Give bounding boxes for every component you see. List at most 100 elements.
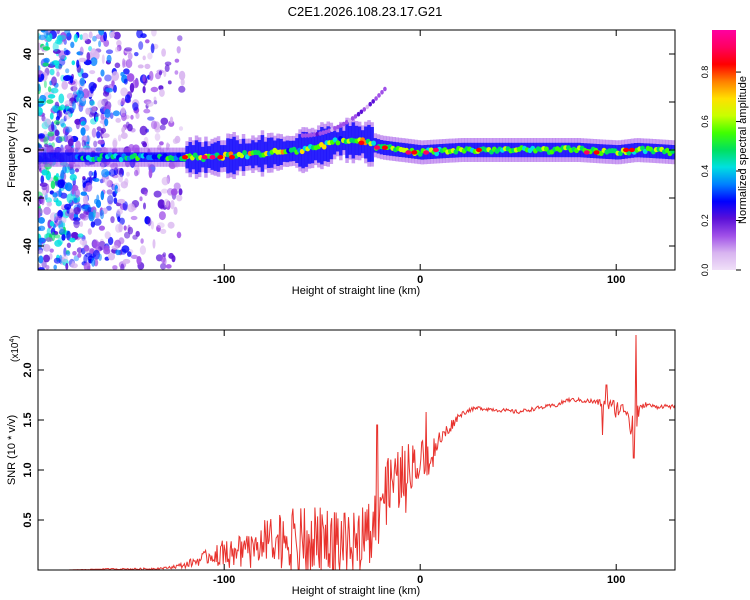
heatmap-branch-blob <box>303 133 308 138</box>
heatmap-noise-blob <box>118 223 123 233</box>
heatmap-branch-blob <box>350 116 355 121</box>
heatmap-branch-blob <box>309 132 314 138</box>
heatmap-noise-blob <box>64 110 72 120</box>
heatmap-noise-blob <box>92 112 100 118</box>
heatmap-noise-blob <box>116 167 124 176</box>
heatmap-branch-blob <box>362 107 367 112</box>
heatmap-noise-blob <box>143 108 151 114</box>
heatmap-noise-blob <box>72 251 77 256</box>
heatmap-noise-blob <box>65 262 69 270</box>
heatmap-noise-blob <box>150 120 158 130</box>
heatmap-branch-blob <box>327 128 331 134</box>
heatmap-branch-blob <box>306 133 311 138</box>
snr-y-tick-label: 1.0 <box>22 462 34 477</box>
heatmap-noise-blob <box>81 120 86 126</box>
colorbar-ticks: 0.0 0.2 0.4 0.6 0.8 <box>700 66 741 276</box>
heatmap-noise-blob <box>103 39 110 47</box>
heatmap-noise-blob <box>44 143 49 148</box>
heatmap-noise-blob <box>161 188 168 194</box>
heatmap-noise-blob <box>89 70 96 75</box>
colorbar-tick-label: 0.6 <box>700 115 710 128</box>
heatmap-noise-blob <box>40 197 45 204</box>
heatmap-noise-blob <box>50 87 59 94</box>
heatmap-noise-blob <box>39 182 48 187</box>
heatmap-branch-blob <box>336 124 340 130</box>
heatmap-noise-blob <box>63 75 71 82</box>
heatmap-noise-blob <box>64 100 72 107</box>
heatmap-noise-blob <box>153 190 162 198</box>
snr-series-line <box>38 334 675 570</box>
heatmap-noise-blob <box>42 46 51 51</box>
heatmap-noise-blob <box>53 234 61 239</box>
heatmap-band-body <box>60 152 64 162</box>
heatmap-noise-blob <box>73 207 81 215</box>
heatmap-noise-blob <box>103 245 110 250</box>
heatmap-band-core <box>176 152 182 158</box>
heatmap-noise-blob <box>150 86 159 93</box>
heatmap-band-body <box>44 152 48 162</box>
heatmap-branch-blob <box>321 130 326 135</box>
heatmap-noise-blob <box>170 200 175 210</box>
heatmap-band-body <box>373 138 378 153</box>
heatmap-noise-blob <box>121 112 127 122</box>
heatmap-band-body <box>38 152 42 162</box>
heatmap-noise-blob <box>159 88 165 97</box>
heatmap-noise-blob <box>160 228 167 234</box>
heatmap-noise-blob <box>164 64 170 72</box>
figure-title: C2E1.2026.108.23.17.G21 <box>288 4 443 19</box>
heatmap-noise-blob <box>117 198 126 204</box>
heatmap-noise-blob <box>162 252 167 258</box>
heatmap-noise-blob <box>91 106 98 112</box>
heatmap-hot-spot <box>623 147 629 153</box>
heatmap-noise-blob <box>73 219 80 229</box>
colorbar-label: Normalized spectral amplitude <box>737 76 749 224</box>
heatmap-noise-blob <box>176 231 182 239</box>
heatmap-noise-blob <box>165 264 172 269</box>
colorbar-tick-label: 0.2 <box>700 214 710 227</box>
heatmap-noise-blob <box>51 105 60 112</box>
heatmap-noise-blob <box>79 77 86 87</box>
heatmap-noise-blob <box>153 100 158 105</box>
heatmap-noise-blob <box>116 208 123 215</box>
heatmap-noise-blob <box>90 48 97 56</box>
heatmap-noise-blob <box>55 200 62 207</box>
heatmap-noise-blob <box>74 188 81 198</box>
heatmap-noise-blob <box>163 70 167 77</box>
heatmap-noise-blob <box>99 178 104 184</box>
svg-text:(x104): (x104) <box>9 335 21 362</box>
heatmap-noise-blob <box>66 242 71 248</box>
heatmap-noise-blob <box>113 31 121 40</box>
heatmap-noise-blob <box>93 140 98 148</box>
heatmap-noise-blob <box>55 215 63 226</box>
heatmap-noise-blob <box>101 98 109 107</box>
snr-multiplier-base: (x10 <box>10 342 21 362</box>
heatmap-noise-blob <box>58 58 66 66</box>
heatmap-band-body <box>41 152 45 162</box>
heatmap-noise-blob <box>61 254 68 263</box>
heatmap-noise-blob <box>97 99 105 109</box>
heatmap-noise-blob <box>130 254 138 259</box>
heatmap-noise-blob <box>115 249 121 256</box>
heatmap-noise-blob <box>40 73 45 81</box>
heatmap-noise-blob <box>161 48 167 57</box>
heatmap-noise-blob <box>61 233 66 241</box>
heatmap-noise-blob <box>176 194 183 202</box>
heatmap-noise-blob <box>112 265 118 270</box>
heatmap-noise-blob <box>104 74 112 82</box>
heatmap-y-axis-label: Frequency (Hz) <box>6 112 18 188</box>
heatmap-noise-blob <box>97 77 102 83</box>
heatmap-noise-blob <box>69 75 74 84</box>
heatmap-noise-blob <box>139 196 143 202</box>
colorbar-tick-label: 0.4 <box>700 165 710 178</box>
heatmap-noise-blob <box>38 207 43 217</box>
heatmap-noise-blob <box>156 225 161 232</box>
heatmap-noise-blob <box>151 30 157 37</box>
heatmap-branch-blob <box>374 96 378 101</box>
heatmap-noise-blob <box>105 87 114 93</box>
heatmap-noise-blob <box>51 76 57 86</box>
heatmap-noise-blob <box>160 204 164 210</box>
heatmap-noise-blob <box>150 220 154 230</box>
heatmap-noise-blob <box>136 256 142 265</box>
heatmap-noise-blob <box>104 118 109 127</box>
heatmap-branch-blob <box>377 93 381 98</box>
